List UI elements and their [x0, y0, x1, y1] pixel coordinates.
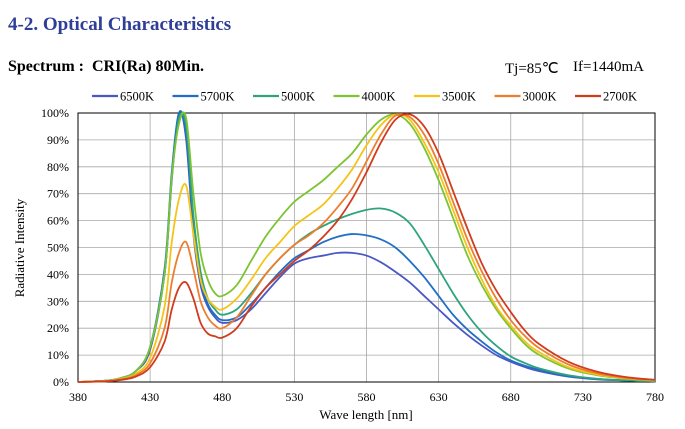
series-line-3000k — [77, 113, 656, 383]
spectrum-label: Spectrum : CRI(Ra) 80Min. — [8, 58, 204, 75]
junction-temperature-label: Tj=85℃ — [505, 61, 559, 77]
legend-label-2700k: 2700K — [603, 90, 637, 104]
y-tick-label: 80% — [47, 160, 69, 174]
y-axis-ticks: 0% 10% 20% 30% 40% 50% 60% 70% 80% 90% 100% — [41, 106, 69, 389]
x-tick-label: 430 — [141, 390, 159, 404]
x-tick-label: 530 — [285, 390, 303, 404]
legend-label-5000k: 5000K — [281, 90, 315, 104]
x-tick-label: 630 — [430, 390, 448, 404]
y-tick-label: 70% — [47, 187, 69, 201]
x-tick-label: 580 — [358, 390, 376, 404]
x-tick-label: 780 — [646, 390, 664, 404]
legend-label-6500k: 6500K — [120, 90, 154, 104]
y-tick-label: 0% — [53, 375, 69, 389]
y-axis-label: Radiative Intensity — [12, 198, 27, 297]
series-line-4000k — [77, 111, 656, 383]
series-line-3500k — [77, 113, 656, 383]
series-line-2700k — [77, 113, 656, 383]
legend-label-5700k: 5700K — [201, 90, 235, 104]
plot-area-frame — [77, 112, 656, 383]
y-tick-label: 90% — [47, 133, 69, 147]
x-tick-label: 680 — [502, 390, 520, 404]
y-tick-label: 100% — [41, 106, 69, 120]
series-lines — [77, 110, 656, 383]
y-tick-label: 40% — [47, 267, 69, 281]
x-axis-label: Wave length [nm] — [319, 407, 413, 422]
legend-label-3500k: 3500K — [442, 90, 476, 104]
chart-legend: 6500K 5700K 5000K 4000K 3500K 3000K 2700K — [92, 90, 637, 104]
x-tick-label: 380 — [69, 390, 87, 404]
legend-label-4000k: 4000K — [362, 90, 396, 104]
y-tick-label: 50% — [47, 241, 69, 255]
y-tick-label: 20% — [47, 321, 69, 335]
x-tick-label: 480 — [213, 390, 231, 404]
forward-current-label: If=1440mA — [573, 59, 644, 75]
section-title: 4-2. Optical Characteristics — [8, 14, 232, 35]
legend-label-3000k: 3000K — [523, 90, 557, 104]
y-tick-label: 10% — [47, 348, 69, 362]
y-tick-label: 60% — [47, 214, 69, 228]
x-axis-ticks: 380 430 480 530 580 630 680 730 780 — [69, 390, 664, 404]
y-tick-label: 30% — [47, 294, 69, 308]
x-tick-label: 730 — [574, 390, 592, 404]
